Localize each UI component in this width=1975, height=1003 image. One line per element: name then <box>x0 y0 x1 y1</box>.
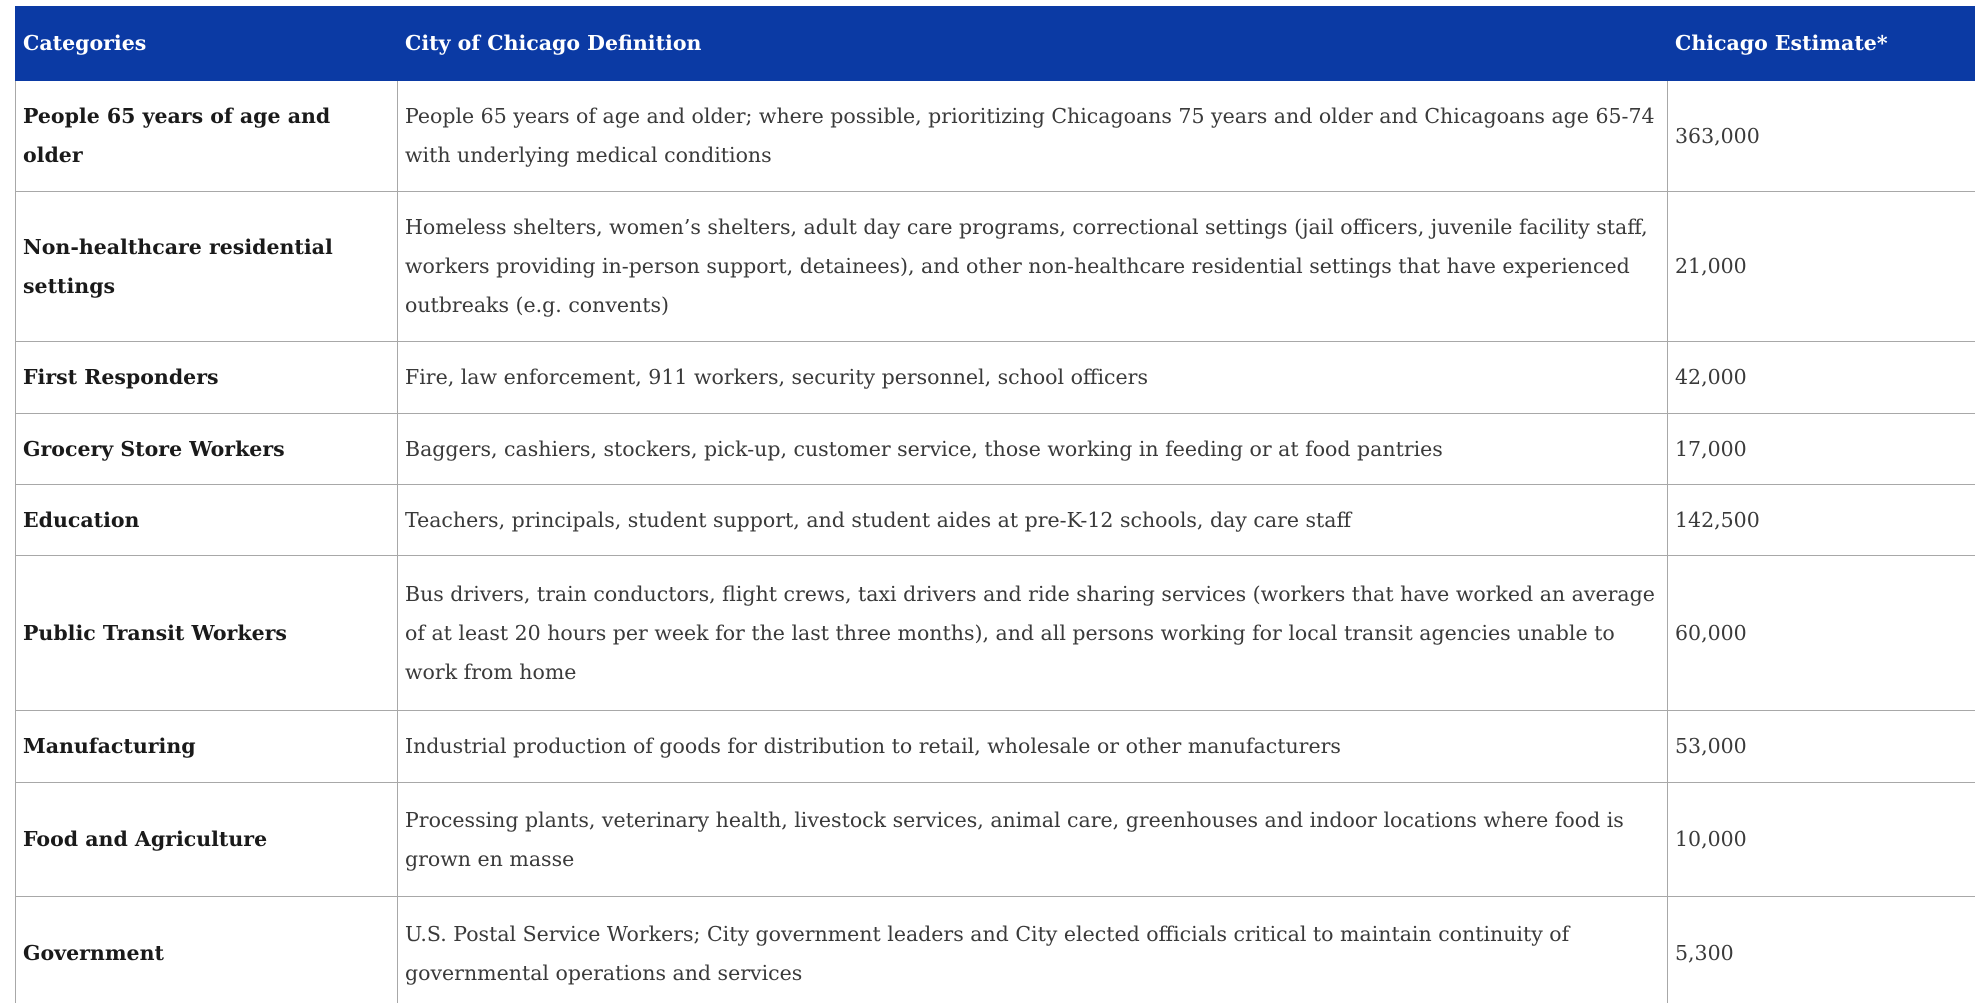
category-cell: Public Transit Workers <box>15 555 398 711</box>
estimate-cell: 5,300 <box>1667 896 1975 1003</box>
estimate-cell: 363,000 <box>1667 80 1975 192</box>
estimate-cell: 42,000 <box>1667 341 1975 414</box>
table-row: Public Transit Workers Bus drivers, train… <box>15 555 1975 711</box>
category-cell: Government <box>15 896 398 1003</box>
definition-cell: Teachers, principals, student support, a… <box>397 484 1668 556</box>
table-row: Food and Agriculture Processing plants, v… <box>15 782 1975 897</box>
table-row: Education Teachers, principals, student s… <box>15 484 1975 556</box>
category-cell: Food and Agriculture <box>15 782 398 897</box>
header-cell: Chicago Estimate* <box>1667 6 1975 81</box>
header-cell: Categories <box>15 6 398 81</box>
definition-cell: Homeless shelters, women’s shelters, adu… <box>397 191 1668 342</box>
table-row: Grocery Store Workers Baggers, cashiers, … <box>15 413 1975 485</box>
estimate-cell: 17,000 <box>1667 413 1975 485</box>
estimate-cell: 142,500 <box>1667 484 1975 556</box>
category-cell: Non-healthcare residential settings <box>15 191 398 342</box>
header-row: Categories City of Chicago Definition Chic… <box>15 6 1975 81</box>
definition-cell: Fire, law enforcement, 911 workers, secu… <box>397 341 1668 414</box>
category-cell: First Responders <box>15 341 398 414</box>
estimate-cell: 60,000 <box>1667 555 1975 711</box>
table-row: First Responders Fire, law enforcement, 9… <box>15 341 1975 414</box>
definition-cell: People 65 years of age and older; where … <box>397 80 1668 192</box>
estimate-cell: 53,000 <box>1667 710 1975 783</box>
header-cell: City of Chicago Definition <box>397 6 1668 81</box>
category-cell: Education <box>15 484 398 556</box>
definition-cell: Industrial production of goods for distr… <box>397 710 1668 783</box>
definition-cell: Bus drivers, train conductors, flight cr… <box>397 555 1668 711</box>
definition-cell: U.S. Postal Service Workers; City govern… <box>397 896 1668 1003</box>
category-cell: Manufacturing <box>15 710 398 783</box>
estimate-cell: 21,000 <box>1667 191 1975 342</box>
definition-cell: Baggers, cashiers, stockers, pick-up, cu… <box>397 413 1668 485</box>
table-row: Government U.S. Postal Service Workers; C… <box>15 896 1975 1003</box>
definition-cell: Processing plants, veterinary health, li… <box>397 782 1668 897</box>
category-cell: People 65 years of age and older <box>15 80 398 192</box>
table-row: Manufacturing Industrial production of go… <box>15 710 1975 783</box>
estimate-cell: 10,000 <box>1667 782 1975 897</box>
table-row: Non-healthcare residential settings Homel… <box>15 191 1975 342</box>
category-cell: Grocery Store Workers <box>15 413 398 485</box>
table-row: People 65 years of age and older People 6… <box>15 80 1975 192</box>
estimates-table: Categories City of Chicago Definition Chic… <box>15 6 1975 1003</box>
